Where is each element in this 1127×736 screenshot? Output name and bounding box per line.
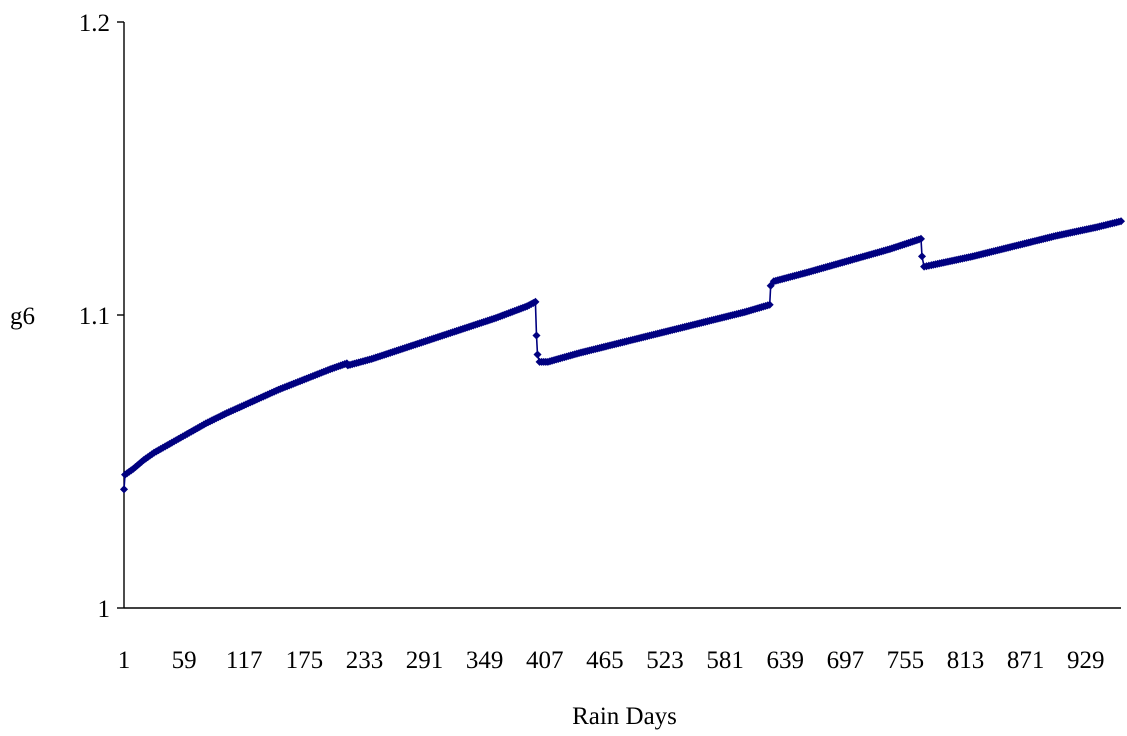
data-point — [916, 234, 926, 243]
x-tick-label: 407 — [526, 647, 564, 674]
x-tick-label: 755 — [887, 647, 925, 674]
x-ticks: 1 59 117 175 233 291 349 407 465 523 581 639 697 755 8… — [118, 647, 1105, 674]
x-tick-label: 523 — [646, 647, 684, 674]
x-tick-label: 697 — [827, 647, 865, 674]
data-point — [531, 297, 540, 306]
series — [119, 217, 1126, 494]
x-tick-label: 1 — [118, 647, 131, 674]
series-markers — [119, 217, 1126, 494]
axes — [123, 22, 1121, 609]
y-axis-title: g6 — [10, 303, 35, 330]
data-point — [532, 331, 541, 340]
x-tick-label: 175 — [286, 647, 324, 674]
y-tick-label: 1.1 — [79, 303, 110, 330]
y-tick-label: 1 — [98, 596, 111, 623]
data-point — [533, 350, 542, 359]
data-point — [765, 300, 774, 309]
data-point — [917, 252, 927, 261]
y-tick-label: 1.2 — [79, 10, 110, 37]
data-point — [119, 485, 129, 494]
x-tick-label: 639 — [766, 647, 804, 674]
x-tick-label: 349 — [466, 647, 504, 674]
x-axis-title: Rain Days — [572, 703, 677, 730]
x-tick-label: 813 — [947, 647, 985, 674]
x-tick-label: 465 — [586, 647, 624, 674]
x-tick-label: 59 — [172, 647, 197, 674]
x-tick-label: 233 — [346, 647, 384, 674]
x-tick-label: 871 — [1007, 647, 1045, 674]
x-tick-label: 291 — [406, 647, 444, 674]
x-tick-label: 929 — [1067, 647, 1105, 674]
x-tick-label: 581 — [706, 647, 744, 674]
x-tick-label: 117 — [226, 647, 263, 674]
data-point — [1116, 217, 1126, 226]
y-ticks: 1 1.1 1.2 — [79, 10, 124, 623]
series-line — [123, 220, 1122, 490]
